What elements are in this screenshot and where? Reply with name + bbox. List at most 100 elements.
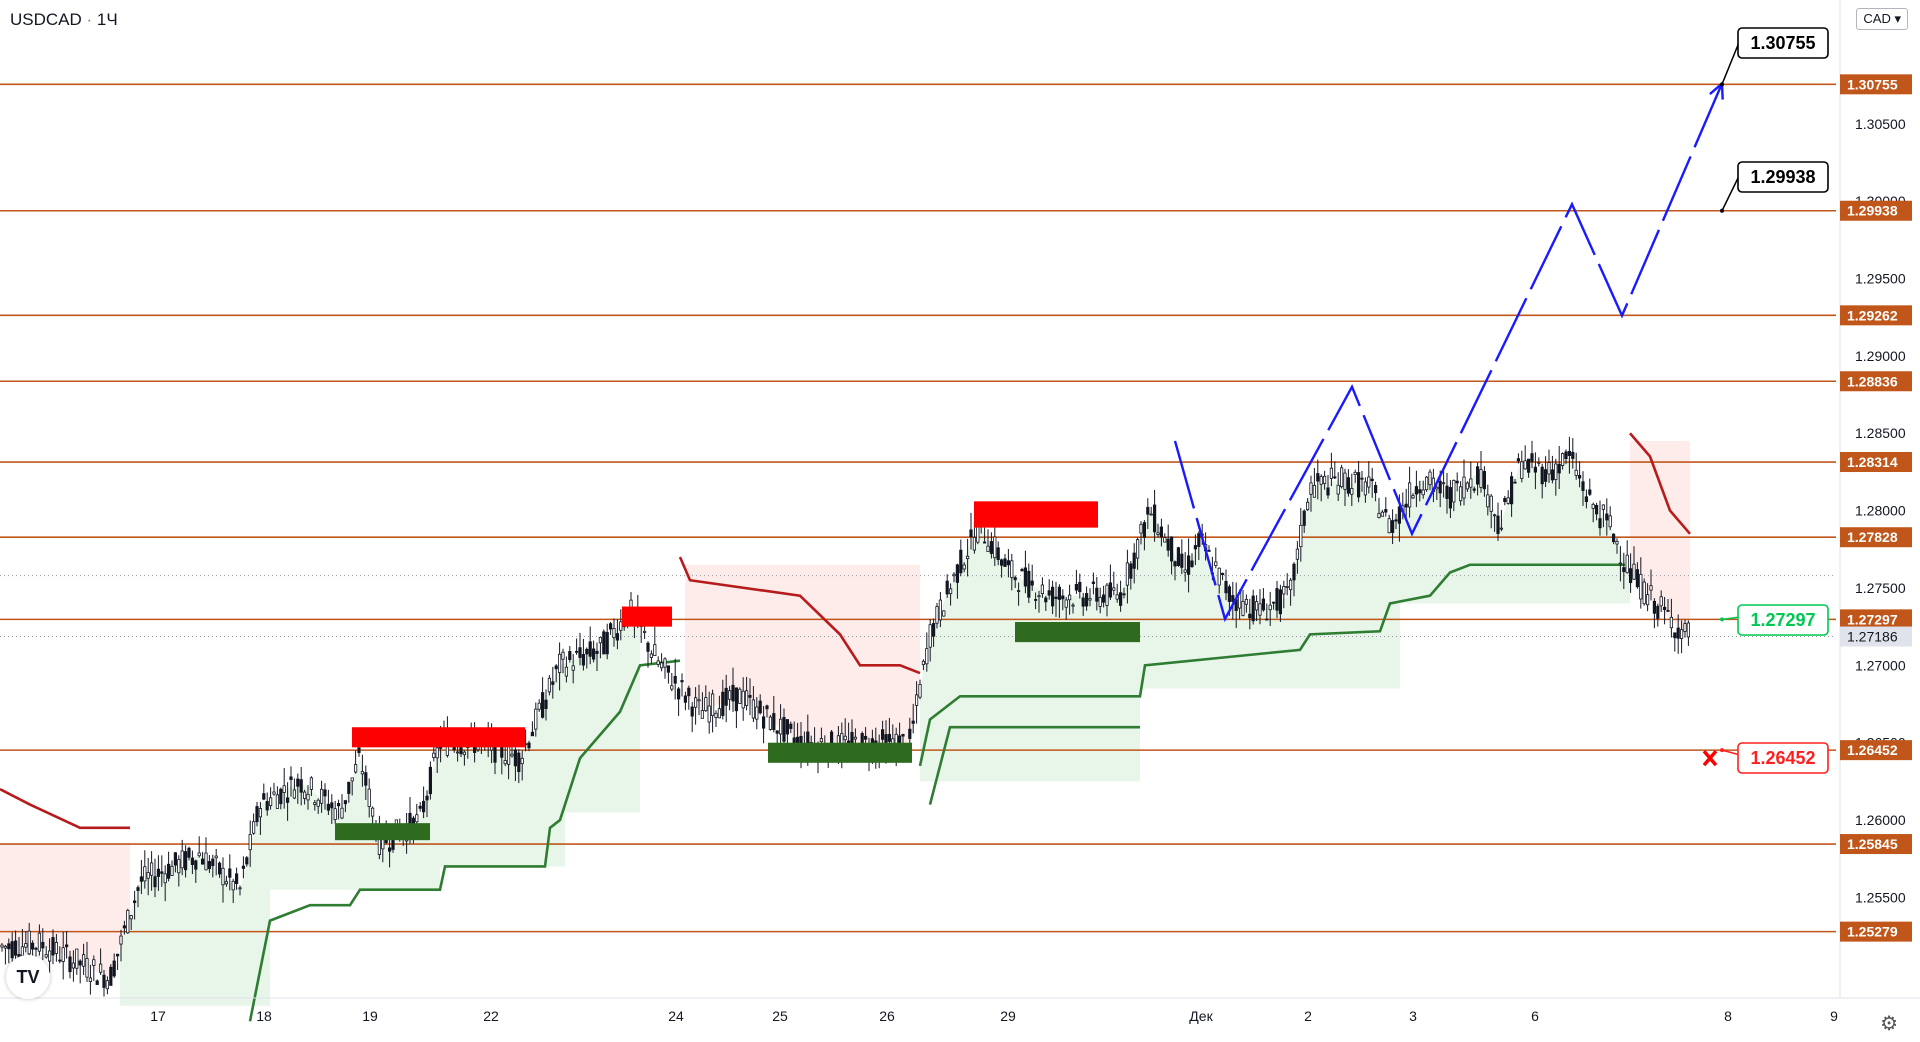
candle-body — [663, 658, 667, 668]
target-label: 1.29938 — [1750, 167, 1815, 187]
candle-body — [1139, 523, 1143, 534]
candle-body — [370, 807, 375, 817]
candle-body — [547, 677, 552, 693]
candle-body — [1336, 484, 1340, 495]
candle-body — [1380, 511, 1384, 517]
level-price-tag — [1840, 200, 1912, 221]
timeframe[interactable]: 1Ч — [96, 10, 118, 29]
candle-body — [360, 771, 365, 775]
candle-body — [143, 866, 147, 882]
candle-body — [1292, 563, 1296, 581]
candle-body — [592, 648, 596, 660]
candle-body — [605, 632, 609, 655]
candle-body — [1387, 518, 1391, 534]
price-tick-label: 1.27000 — [1855, 657, 1906, 673]
candle-body — [503, 760, 507, 765]
candle-body — [541, 692, 545, 718]
candle-body — [289, 776, 293, 781]
candle-body — [455, 751, 460, 754]
candle-body — [132, 900, 137, 904]
candle-body — [779, 718, 783, 735]
candle-body — [1180, 553, 1184, 568]
candle-body — [687, 687, 691, 697]
candle-body — [1319, 476, 1323, 485]
candle-body — [1615, 541, 1619, 545]
candle-body — [197, 852, 201, 857]
candle-body — [554, 665, 558, 670]
candle-body — [299, 779, 303, 793]
candle-body — [513, 749, 518, 767]
candle-body — [207, 861, 211, 870]
candle-body — [1051, 586, 1055, 607]
candle-body — [224, 881, 228, 885]
candle-body — [129, 915, 133, 920]
time-axis: 17 18 19 22 24 25 26 29 Дек 2 3 6 8 9 — [0, 997, 1920, 1024]
candle-body — [1272, 601, 1276, 604]
candle-body — [881, 729, 885, 740]
candle-body — [1346, 477, 1350, 494]
candle-body — [534, 708, 538, 730]
candle-body — [1639, 573, 1643, 600]
target-label: 1.26452 — [1750, 748, 1815, 768]
candle-body — [347, 781, 351, 794]
candle-body — [1489, 495, 1493, 512]
candle-body — [853, 736, 858, 740]
level-price-tag — [1840, 452, 1912, 473]
candle-body — [309, 777, 314, 790]
candle-body — [595, 650, 599, 654]
candle-body — [1455, 480, 1459, 484]
candle-body — [1659, 596, 1663, 607]
candle-body — [993, 536, 997, 559]
time-tick-label: 8 — [1724, 1008, 1732, 1024]
trend-zone — [440, 663, 565, 867]
candle-body — [435, 747, 439, 759]
tradingview-logo-icon[interactable]: TV — [6, 955, 50, 999]
candle-body — [126, 909, 130, 934]
candle-body — [313, 802, 317, 805]
candle-body — [1642, 581, 1646, 605]
level-price-tag — [1840, 371, 1912, 392]
target-anchor — [1720, 748, 1724, 753]
candle-body — [1496, 515, 1500, 534]
candle-body — [1445, 485, 1449, 499]
candle-body — [1153, 504, 1157, 533]
candle-body — [323, 789, 327, 797]
candle-body — [1537, 461, 1541, 464]
candle-body — [1149, 513, 1153, 516]
candle-body — [51, 937, 55, 956]
candle-body — [721, 691, 725, 716]
target-label: 1.30755 — [1750, 33, 1815, 53]
target-label: 1.27297 — [1750, 610, 1815, 630]
candle-body — [153, 876, 157, 888]
candle-body — [1159, 526, 1163, 538]
target-box — [1737, 742, 1829, 774]
level-price-tag — [1840, 740, 1912, 761]
candle-body — [785, 719, 790, 735]
candle-body — [163, 873, 167, 884]
time-tick-label: 19 — [362, 1008, 378, 1024]
candle-body — [1333, 476, 1337, 479]
candle-body — [680, 680, 684, 683]
candle-body — [432, 752, 436, 758]
candle-body — [1244, 598, 1248, 605]
price-tick-label: 1.28000 — [1855, 503, 1906, 519]
candle-body — [1047, 590, 1051, 596]
candle-body — [1591, 503, 1595, 509]
target-box — [1737, 604, 1829, 636]
candle-body — [1136, 539, 1140, 559]
candle-body — [558, 653, 562, 673]
candle-body — [520, 757, 524, 765]
candle-body — [1686, 622, 1690, 638]
gear-icon[interactable]: ⚙ — [1880, 1013, 1898, 1035]
currency-selector[interactable]: CAD ▾ — [1856, 8, 1908, 30]
candle-body — [1350, 488, 1354, 495]
candle-body — [932, 623, 936, 637]
candle-body — [959, 549, 963, 574]
candle-body — [588, 641, 592, 657]
candle-body — [741, 690, 745, 709]
candle-body — [1054, 596, 1058, 599]
candle-body — [139, 876, 143, 882]
candle-body — [166, 863, 171, 879]
time-tick-label: 3 — [1409, 1008, 1417, 1024]
